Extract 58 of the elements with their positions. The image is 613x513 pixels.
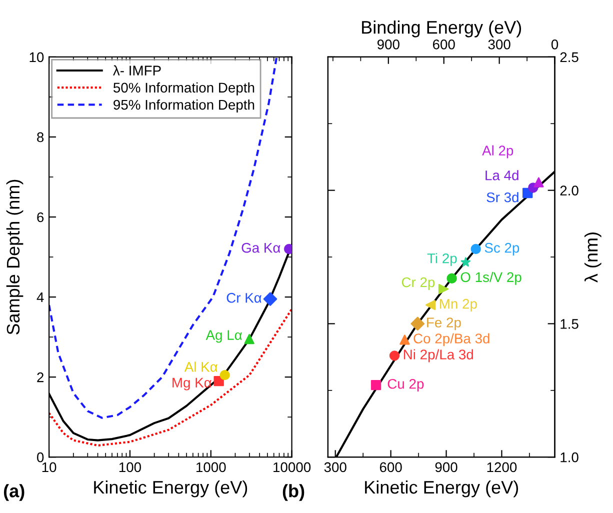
x2-tick-label: 0: [551, 40, 558, 50]
y-tick-label: 2: [37, 372, 44, 382]
x-tick-label: 300: [324, 462, 346, 472]
y-tick-label: 2.5: [560, 52, 578, 62]
series-label: Ti 2p: [427, 253, 457, 266]
y-axis-title: Sample Depth (nm): [6, 180, 24, 334]
x-axis-title: Kinetic Energy (eV): [94, 480, 248, 498]
y-tick-label: 2.0: [560, 186, 578, 196]
series-label: Co 2p/Ba 3d: [414, 333, 490, 346]
series-label: O 1s/V 2p: [460, 272, 522, 285]
y-tick-label: 1.5: [560, 319, 578, 329]
series-label: Mn 2p: [440, 298, 477, 312]
x-tick-label: 1200: [487, 462, 517, 472]
series-label: Cr Kα: [226, 292, 262, 303]
y-tick-label: 10: [30, 52, 44, 62]
x-tick-label: 1000: [196, 462, 226, 472]
series-label: Ga Kα: [242, 242, 280, 253]
text: (a): [4, 484, 24, 501]
point: [534, 177, 544, 188]
series-label: Cr 2p: [402, 277, 435, 290]
text: (b): [282, 484, 304, 501]
x-tick-label: 10000: [274, 462, 311, 472]
series-label: Al Kα: [184, 362, 218, 372]
y-tick-label: 8: [37, 132, 44, 142]
y-tick-label: 0: [37, 452, 44, 462]
point: [410, 316, 425, 331]
legend-label: 95% Information Depth: [114, 100, 254, 112]
point: [389, 350, 400, 361]
series-label: Fe 2p: [427, 318, 461, 330]
x-axis-title: Kinetic Energy (eV): [365, 480, 518, 498]
point: [446, 273, 457, 284]
legend-label: λ- IMFP: [113, 65, 161, 76]
y-tick-label: 4: [36, 292, 44, 302]
x2-tick-label: 900: [377, 40, 400, 50]
y-tick-label: 1.0: [560, 452, 578, 462]
series-label: Sr 3d: [486, 192, 518, 202]
point: [460, 257, 471, 267]
series-label: Ag Lα: [206, 330, 242, 343]
x2-tick-label: 600: [432, 40, 455, 50]
x2-tick-label: 300: [488, 40, 510, 50]
series-label: Mg Kα: [172, 378, 212, 390]
series-label: La 4d: [486, 170, 518, 180]
y-tick-label: 6: [37, 212, 44, 222]
series-label: Sc 2p: [484, 242, 520, 256]
y-axis-title: λ (nm): [584, 232, 602, 282]
x-tick-label: 600: [380, 462, 402, 472]
x2-axis-title: Binding Energy (eV): [362, 20, 522, 38]
series-label: Ni 2p/La 3d: [404, 349, 473, 362]
point: [400, 334, 410, 345]
point: [370, 380, 382, 390]
x-tick-label: 900: [435, 462, 458, 472]
text: Al 2p: [482, 145, 514, 158]
legend-label: 50% Information Depth: [113, 82, 254, 96]
point: [470, 244, 481, 254]
series-label: Cu 2p: [388, 378, 424, 392]
x-tick-label: 100: [119, 462, 141, 472]
point: [438, 284, 449, 294]
point: [425, 300, 436, 310]
